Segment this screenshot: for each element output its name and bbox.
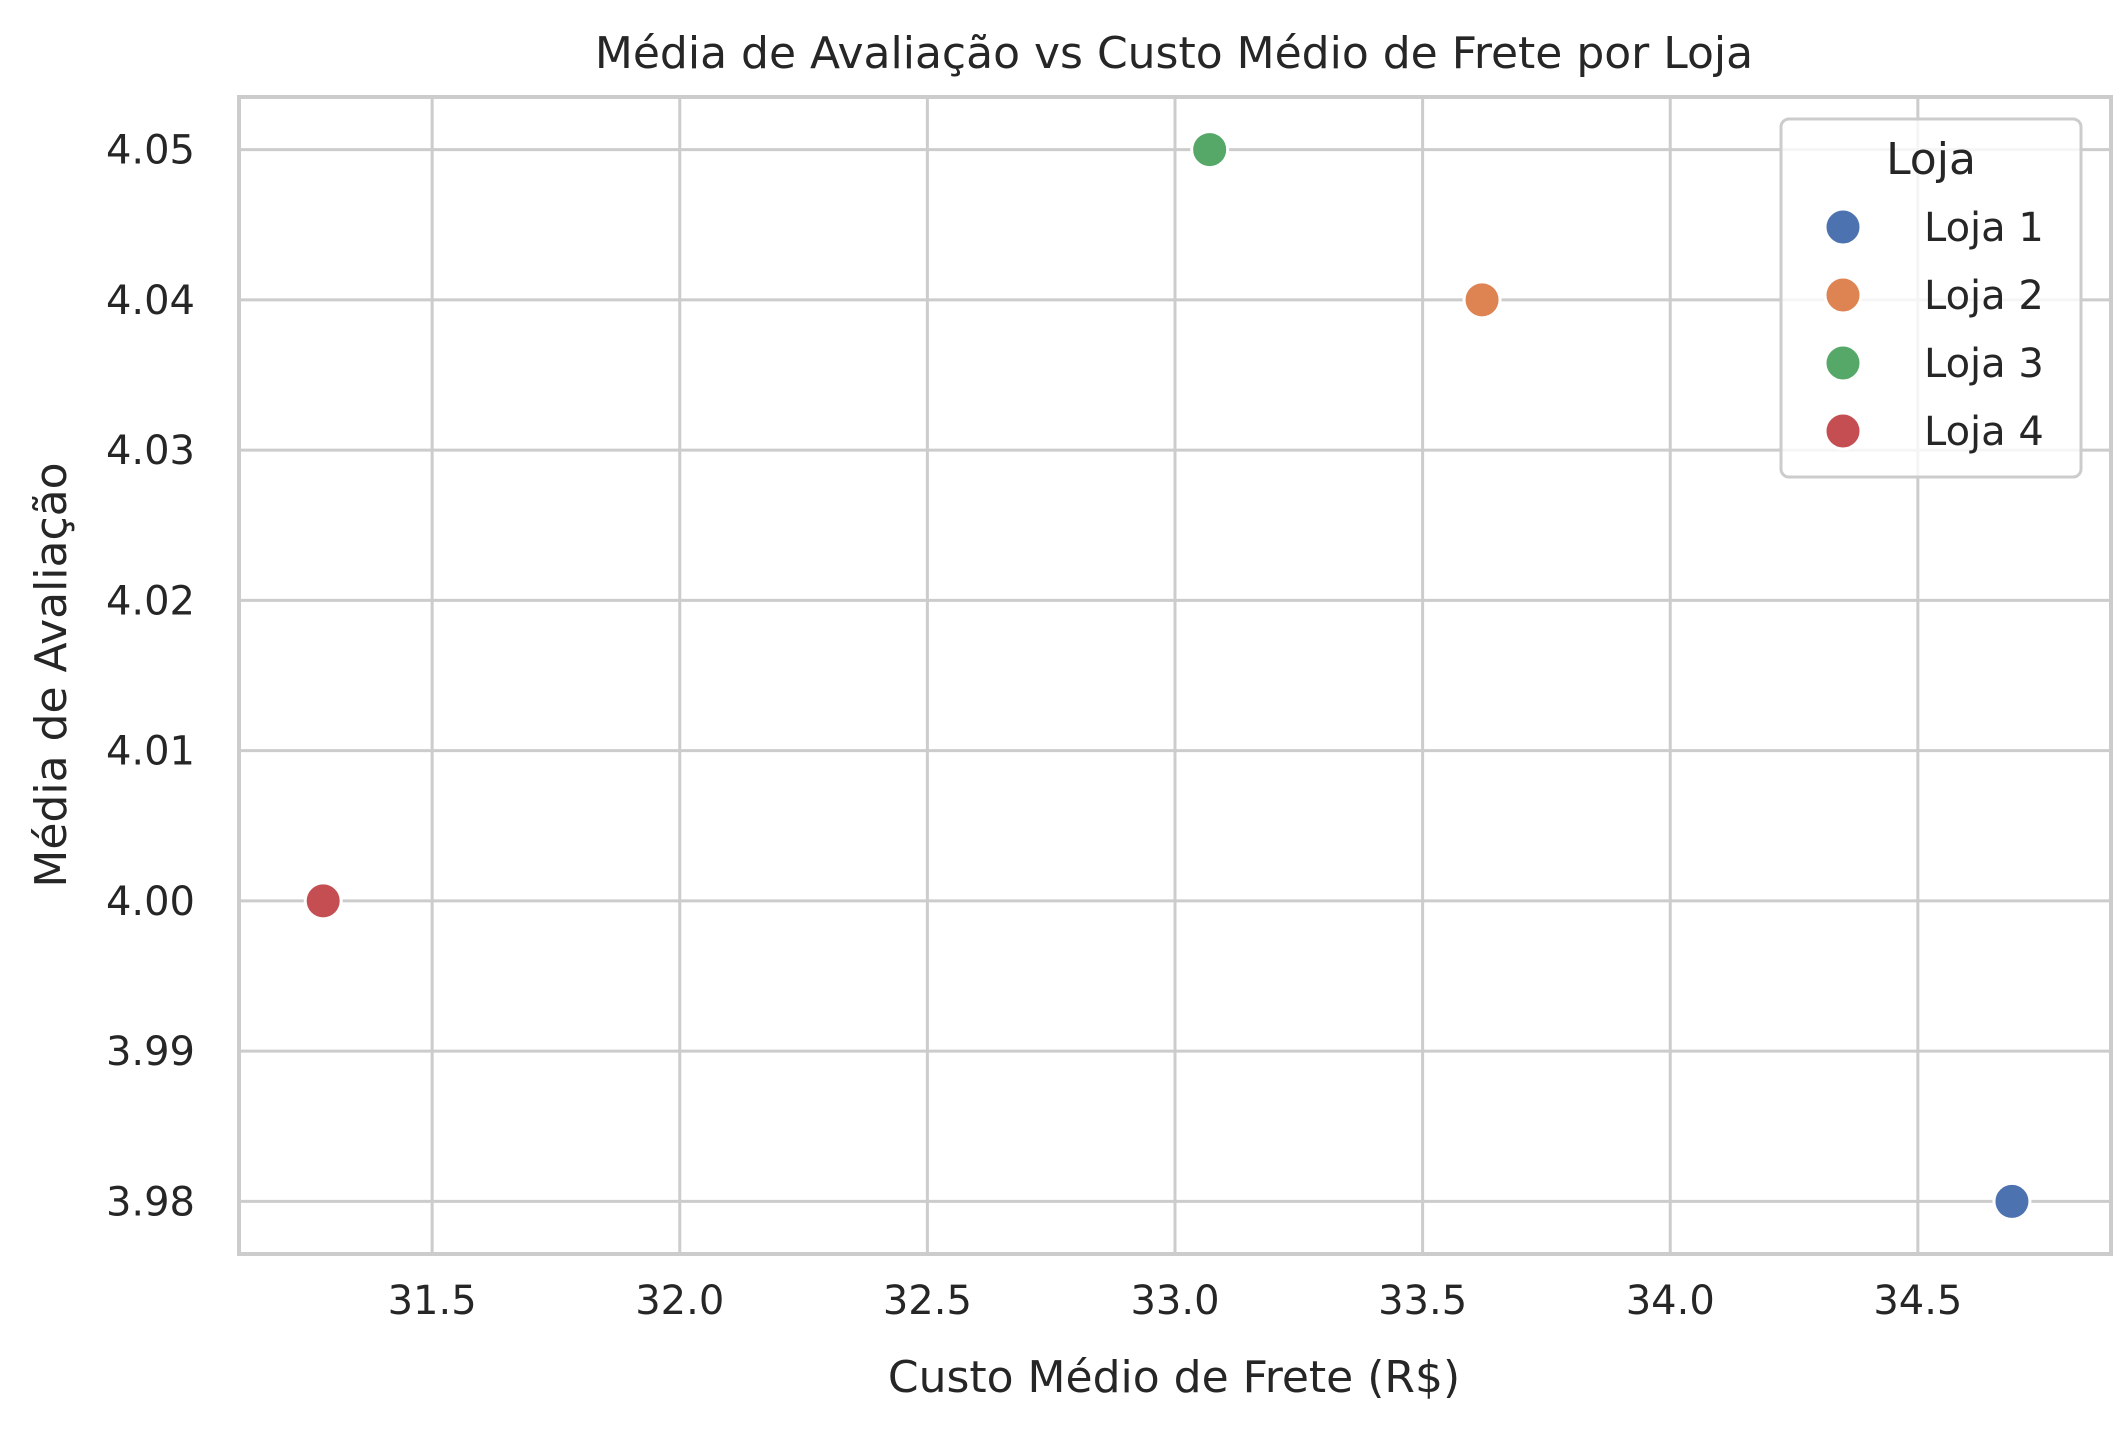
y-tick-label: 3.98 (106, 1179, 195, 1225)
x-tick-label: 34.0 (1626, 1278, 1715, 1324)
y-tick-label: 4.01 (106, 729, 195, 775)
point-loja-1 (1992, 1181, 2032, 1221)
legend-marker (1823, 275, 1863, 315)
point-loja-4 (303, 881, 343, 921)
y-tick-label: 4.00 (106, 879, 195, 925)
legend-label: Loja 3 (1924, 341, 2044, 387)
tick-labels: 31.5 32.0 32.5 33.0 33.5 34.0 34.5 3.98 3.99 4.00… (106, 128, 1962, 1324)
x-tick-label: 32.0 (635, 1278, 724, 1324)
chart-title: Média de Avaliação vs Custo Médio de Fre… (595, 28, 1753, 79)
legend: Loja Loja 1 Loja 2 Loja 3 Loja 4 (1779, 117, 2083, 479)
point-loja-3 (1190, 130, 1230, 170)
x-axis-label: Custo Médio de Frete (R$) (888, 1352, 1460, 1403)
x-tick-label: 32.5 (883, 1278, 972, 1324)
x-tick-label: 33.0 (1130, 1278, 1219, 1324)
y-tick-label: 3.99 (106, 1029, 195, 1075)
plot-frame (237, 95, 2113, 1256)
legend-label: Loja 1 (1924, 205, 2044, 251)
data-points (303, 130, 2032, 1221)
y-tick-label: 4.04 (106, 278, 195, 324)
point-loja-2 (1462, 280, 1502, 320)
legend-title: Loja (1886, 134, 1976, 185)
x-tick-label: 31.5 (388, 1278, 477, 1324)
x-tick-label: 34.5 (1873, 1278, 1962, 1324)
legend-label: Loja 4 (1924, 409, 2044, 455)
legend-marker (1823, 207, 1863, 247)
x-tick-label: 33.5 (1378, 1278, 1467, 1324)
legend-marker (1823, 411, 1863, 451)
legend-marker (1823, 343, 1863, 383)
y-tick-label: 4.02 (106, 578, 195, 624)
y-tick-label: 4.03 (106, 428, 195, 474)
y-axis-label: Média de Avaliação (26, 462, 77, 887)
legend-label: Loja 2 (1924, 273, 2044, 319)
y-tick-label: 4.05 (106, 128, 195, 174)
legend-box (1779, 117, 2083, 479)
